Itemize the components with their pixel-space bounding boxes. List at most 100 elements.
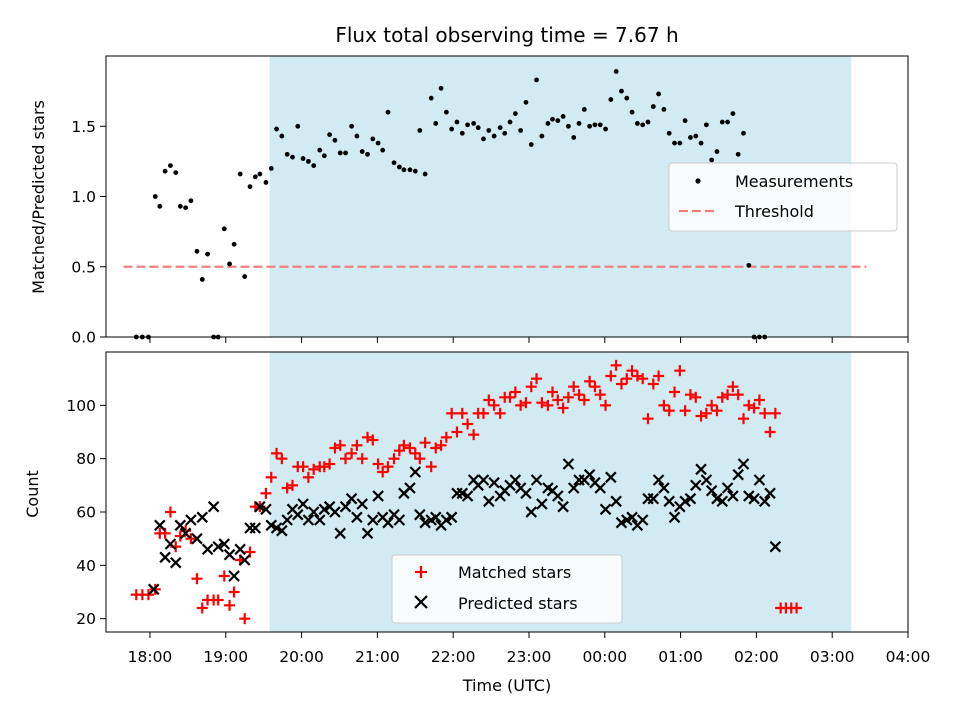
measurement-point	[545, 121, 551, 126]
predicted-star-point	[477, 474, 490, 486]
predicted-star-point	[201, 543, 214, 556]
measurement-point	[465, 122, 470, 128]
legend-measurements-marker	[695, 178, 701, 184]
matched-star-point	[440, 431, 452, 443]
predicted-star-point	[409, 466, 422, 478]
measurement-point	[332, 137, 338, 143]
measurement-point	[719, 119, 725, 125]
top-y-ticks: 0.0 0.5 1.0 1.5	[71, 118, 106, 347]
matched-star-point	[218, 570, 230, 582]
matched-star-point	[488, 399, 500, 411]
matched-star-point	[674, 365, 686, 377]
measurement-point	[677, 140, 683, 146]
matched-star-point	[584, 375, 596, 387]
bottom-y-axis-label: Count	[23, 470, 42, 518]
predicted-star-point	[313, 514, 326, 526]
predicted-star-point	[705, 484, 718, 497]
predicted-star-point	[753, 474, 766, 486]
matched-star-point	[504, 391, 516, 403]
predicted-star-point	[605, 471, 617, 484]
top-y-axis-label: Matched/Predicted stars	[29, 100, 48, 294]
measurement-point	[608, 97, 614, 102]
matched-star-point	[478, 407, 490, 419]
measurement-point	[666, 130, 672, 136]
x-tick-label: 02:00	[734, 648, 779, 666]
predicted-star-point	[647, 492, 660, 505]
matched-star-point	[228, 586, 240, 598]
matched-star-point	[509, 386, 521, 398]
bottom-panel: 20 40 60 80 100 18:00 19:00 20:00 21:00 22:00 23:…	[23, 351, 931, 695]
measurement-point	[290, 154, 295, 160]
matched-star-point	[536, 397, 548, 409]
matched-star-point	[462, 418, 474, 430]
x-tick-label: 20:00	[279, 648, 324, 666]
matched-star-point	[557, 402, 569, 414]
measurement-point	[337, 150, 343, 156]
predicted-star-point	[737, 458, 750, 470]
measurement-point	[380, 147, 386, 153]
measurement-point	[321, 153, 327, 159]
matched-star-point	[769, 407, 781, 419]
legend-matched-label: Matched stars	[458, 563, 571, 582]
predicted-star-point	[610, 495, 622, 508]
measurement-point	[433, 121, 439, 126]
matched-star-point	[196, 602, 208, 614]
x-tick-label: 18:00	[128, 648, 173, 666]
measurement-point	[343, 150, 348, 156]
measurement-point	[746, 262, 752, 268]
predicted-star-point	[445, 511, 458, 524]
predicted-star-point	[488, 476, 500, 489]
predicted-star-point	[179, 527, 192, 540]
measurement-point	[471, 121, 477, 126]
measurement-point	[242, 274, 248, 279]
predicted-star-point	[185, 514, 197, 526]
matched-star-point	[600, 399, 612, 411]
predicted-star-point	[238, 554, 251, 566]
measurement-point	[177, 203, 183, 209]
measurement-point	[317, 147, 323, 153]
measurement-point	[619, 88, 624, 94]
measurement-point	[263, 180, 269, 185]
measurement-point	[640, 122, 646, 128]
measurement-point	[507, 119, 513, 125]
measurement-point	[375, 140, 381, 146]
chart-title: Flux total observing time = 7.67 h	[335, 23, 678, 47]
y-tick-label: 1.0	[71, 188, 96, 206]
matched-star-point	[722, 389, 734, 401]
matched-star-point	[308, 463, 320, 475]
predicted-star-point	[234, 543, 246, 556]
matched-star-point	[520, 397, 532, 409]
matched-star-point	[377, 466, 389, 478]
x-tick-label: 04:00	[886, 648, 931, 666]
predicted-star-point	[658, 482, 670, 494]
measurement-point	[412, 168, 418, 174]
measurement-point	[231, 241, 237, 247]
matched-star-point	[468, 429, 480, 441]
matched-star-point	[732, 389, 744, 401]
matched-star-point	[372, 458, 384, 470]
measurement-point	[518, 128, 524, 133]
measurement-point	[305, 158, 311, 164]
measurement-point	[688, 135, 693, 140]
measurement-point	[613, 69, 619, 74]
measurement-point	[597, 122, 603, 128]
matched-star-point	[647, 378, 659, 390]
matched-star-point	[239, 613, 251, 625]
measurement-point	[183, 205, 188, 211]
predicted-star-point	[334, 527, 347, 540]
predicted-star-point	[626, 511, 638, 524]
matched-star-point	[589, 381, 601, 393]
predicted-star-point	[218, 538, 231, 550]
matched-star-point	[748, 402, 760, 414]
predicted-star-point	[700, 474, 713, 486]
predicted-star-point	[254, 500, 266, 513]
matched-star-point	[224, 599, 236, 611]
predicted-star-point	[164, 538, 177, 550]
measurement-point	[656, 91, 662, 97]
measurement-point	[603, 126, 608, 132]
predicted-star-point	[372, 490, 384, 502]
measurement-point	[311, 163, 317, 168]
matched-star-point	[637, 373, 649, 385]
measurement-point	[661, 106, 667, 112]
